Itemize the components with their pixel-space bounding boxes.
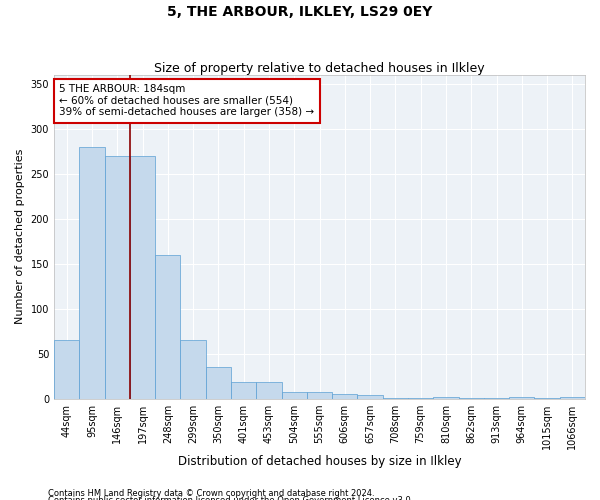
Bar xyxy=(509,397,535,398)
Bar xyxy=(281,392,307,398)
Title: Size of property relative to detached houses in Ilkley: Size of property relative to detached ho… xyxy=(154,62,485,74)
Bar xyxy=(231,382,256,398)
Bar xyxy=(433,397,458,398)
Text: 5 THE ARBOUR: 184sqm
← 60% of detached houses are smaller (554)
39% of semi-deta: 5 THE ARBOUR: 184sqm ← 60% of detached h… xyxy=(59,84,314,117)
Text: 5, THE ARBOUR, ILKLEY, LS29 0EY: 5, THE ARBOUR, ILKLEY, LS29 0EY xyxy=(167,5,433,19)
Y-axis label: Number of detached properties: Number of detached properties xyxy=(15,149,25,324)
Bar xyxy=(155,254,181,398)
Text: Contains HM Land Registry data © Crown copyright and database right 2024.: Contains HM Land Registry data © Crown c… xyxy=(48,488,374,498)
Bar xyxy=(332,394,358,398)
Bar xyxy=(79,146,104,398)
Bar xyxy=(54,340,79,398)
Bar xyxy=(307,392,332,398)
Bar xyxy=(181,340,206,398)
X-axis label: Distribution of detached houses by size in Ilkley: Distribution of detached houses by size … xyxy=(178,454,461,468)
Text: Contains public sector information licensed under the Open Government Licence v3: Contains public sector information licen… xyxy=(48,496,413,500)
Bar xyxy=(358,395,383,398)
Bar xyxy=(206,367,231,398)
Bar xyxy=(130,156,155,398)
Bar xyxy=(256,382,281,398)
Bar xyxy=(560,397,585,398)
Bar xyxy=(104,156,130,398)
